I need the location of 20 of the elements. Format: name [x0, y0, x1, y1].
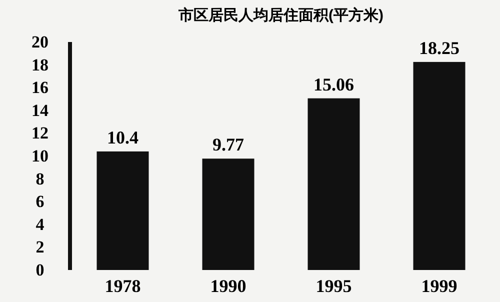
ytick: 2	[36, 238, 44, 257]
data-label: 15.06	[314, 74, 354, 94]
ytick: 4	[36, 214, 44, 234]
ytick: 18	[32, 55, 48, 74]
ytick: 8	[36, 169, 44, 188]
title: 市区居民人均居住面积(平方米)	[178, 7, 384, 24]
ytick: 20	[32, 32, 48, 52]
ytick: 0	[36, 260, 44, 280]
ytick: 12	[32, 124, 48, 143]
data-label: 18.25	[419, 38, 460, 58]
xtick: 1990	[210, 276, 246, 296]
ytick: 10	[32, 146, 48, 166]
xtick: 1999	[421, 276, 458, 296]
data-label: 10.4	[107, 127, 138, 148]
ytick: 16	[32, 78, 48, 98]
data-label: 9.77	[212, 134, 244, 155]
ytick: 6	[36, 192, 44, 212]
ytick: 14	[32, 100, 48, 120]
xtick: 1995	[316, 276, 352, 296]
xtick: 1978	[104, 276, 141, 296]
